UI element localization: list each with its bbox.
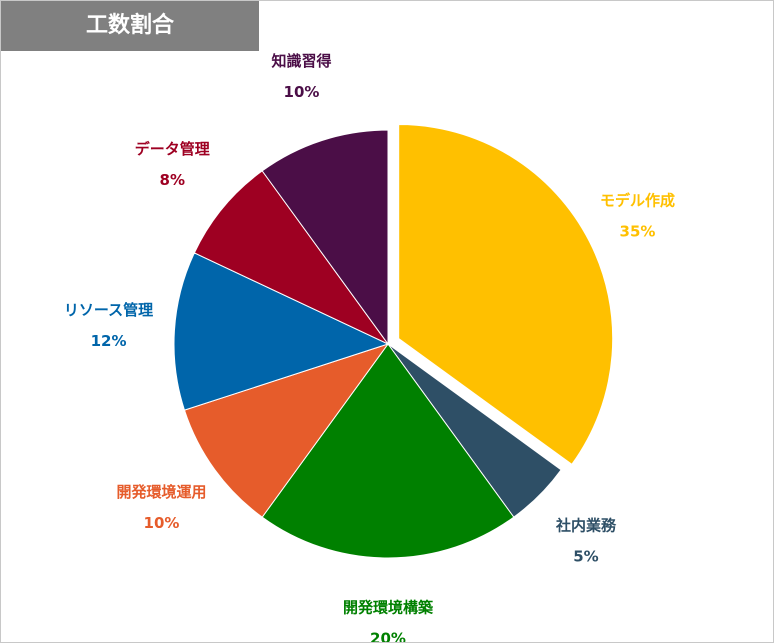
value-label: 5%: [573, 547, 598, 565]
value-label: 10%: [284, 83, 320, 101]
value-label: 12%: [91, 332, 127, 350]
pie-slice: [193, 170, 389, 345]
slice-label: 知識習得: [271, 52, 331, 70]
slice-label: 開発環境運用: [116, 483, 206, 501]
slice-label: データ管理: [135, 140, 210, 158]
value-label: 10%: [144, 514, 180, 532]
pie-slice: [173, 252, 390, 411]
value-label: 8%: [160, 171, 185, 189]
slice-label: モデル作成: [600, 191, 675, 209]
pie-slice: [398, 124, 614, 466]
pie-slice: [183, 343, 390, 518]
slice-label: リソース管理: [64, 301, 153, 319]
pie-slice: [261, 343, 515, 559]
pie-slice: [261, 129, 389, 346]
slice-label: 社内業務: [555, 516, 617, 534]
value-label: 35%: [620, 222, 656, 240]
value-label: 20%: [370, 630, 406, 643]
chart-title: 工数割合: [1, 1, 259, 51]
slice-label: 開発環境構築: [343, 599, 434, 617]
